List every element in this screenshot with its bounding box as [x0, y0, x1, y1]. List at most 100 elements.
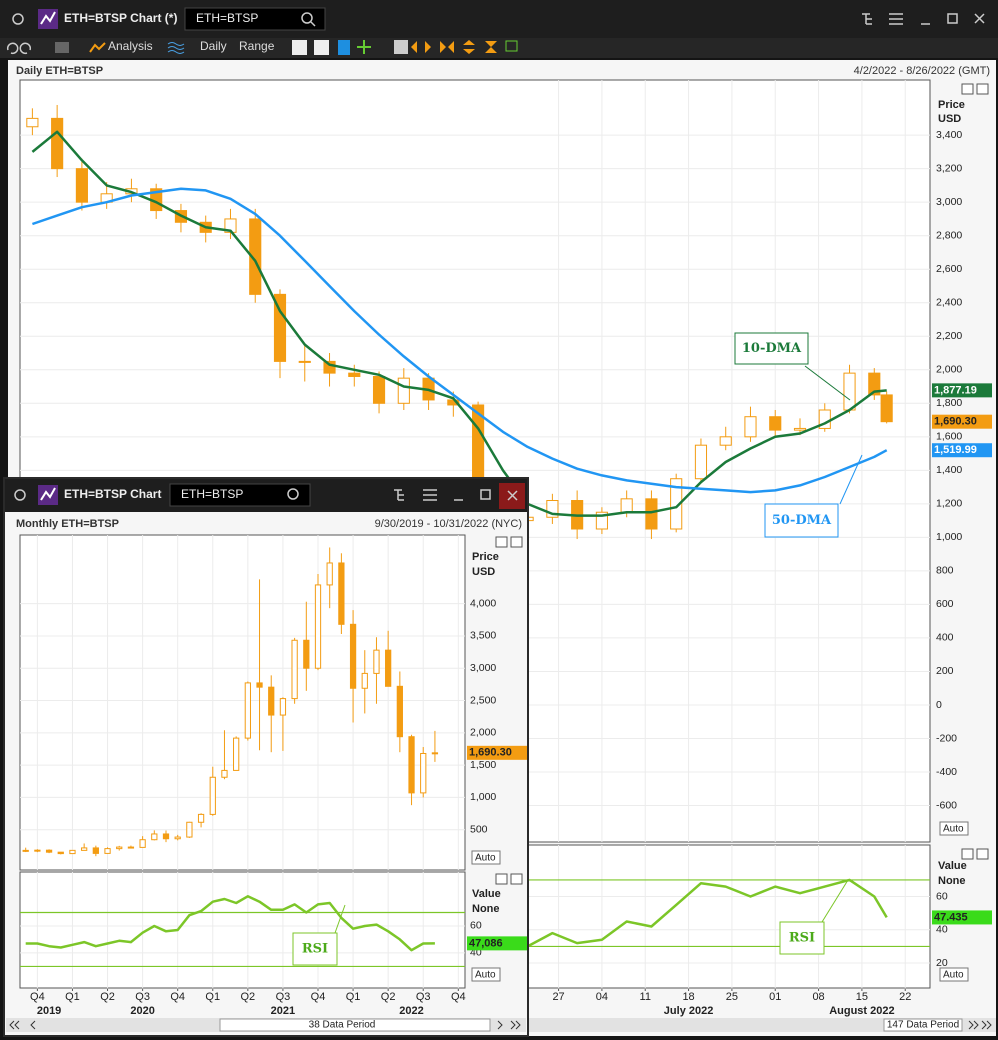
link-icon[interactable]	[14, 489, 26, 501]
x-tick-label: Q3	[276, 991, 291, 1003]
panel-close[interactable]	[976, 83, 989, 95]
candle-body	[373, 649, 380, 674]
y-tick-label: 400	[936, 632, 954, 644]
search-icon[interactable]	[301, 12, 313, 24]
candle-body	[349, 623, 357, 689]
toolbar-range[interactable]: Range	[239, 39, 275, 53]
candle-body	[348, 372, 361, 377]
axis-label: Value	[472, 888, 501, 900]
scale-button[interactable]	[939, 967, 969, 982]
link-icon[interactable]	[12, 13, 24, 25]
scale-button-label[interactable]: Auto	[475, 853, 496, 864]
panel-restore[interactable]	[961, 83, 974, 95]
scale-button-label[interactable]: Auto	[943, 824, 964, 835]
maximize-button[interactable]	[480, 489, 491, 500]
tree-icon[interactable]	[862, 13, 872, 25]
maximize-button[interactable]	[947, 13, 958, 24]
scale-button-label[interactable]: Auto	[943, 970, 964, 981]
candle-body	[197, 813, 205, 823]
candle-body	[174, 836, 181, 840]
scale-button-label[interactable]: Auto	[475, 970, 496, 981]
panel-restore[interactable]	[961, 848, 974, 860]
scroll-thumb[interactable]	[219, 1018, 491, 1032]
candle-body	[273, 293, 287, 362]
menu-icon[interactable]	[889, 13, 903, 25]
y-tick-label: 0	[936, 699, 942, 711]
callout-box	[734, 332, 809, 365]
panel-restore[interactable]	[495, 873, 508, 885]
callout-pointer	[804, 365, 851, 401]
undo-redo-icons[interactable]	[6, 42, 32, 55]
candle-body	[81, 847, 88, 851]
tool-icon[interactable]	[394, 40, 408, 54]
search-text[interactable]: ETH=BTSP	[181, 487, 243, 501]
axis-label: USD	[472, 566, 495, 578]
scale-button[interactable]	[471, 967, 501, 982]
search-text[interactable]: ETH=BTSP	[196, 11, 258, 25]
x-tick-label: 27	[552, 991, 564, 1003]
last-value-box	[932, 910, 992, 925]
candle-body	[338, 562, 345, 625]
candle-body	[151, 833, 158, 841]
x-tick-label: Q4	[30, 991, 45, 1003]
last-value-label: 47.435	[934, 911, 968, 923]
scroll-arrows[interactable]	[9, 1020, 521, 1030]
candle-body	[595, 511, 608, 530]
y-tick-label: 20	[936, 957, 948, 969]
tree-icon[interactable]	[394, 489, 404, 501]
candle-body	[221, 769, 228, 778]
close-button[interactable]	[974, 13, 985, 24]
scroll-arrows[interactable]	[968, 1020, 992, 1030]
x-tick-label: Q2	[241, 991, 256, 1003]
candle-body	[868, 372, 881, 396]
y-tick-label: 3,200	[936, 162, 962, 174]
y-tick-label: 1,500	[470, 759, 496, 771]
candle-body	[233, 737, 240, 771]
y-tick-label: 1,000	[936, 531, 962, 543]
last-value-box	[467, 936, 527, 951]
scale-button[interactable]	[939, 821, 969, 836]
candle-body	[645, 498, 658, 530]
panel-close[interactable]	[510, 873, 523, 885]
x-tick-label: 04	[596, 991, 608, 1003]
menu-icon[interactable]	[423, 489, 437, 501]
tool-icon[interactable]	[292, 40, 307, 55]
panel-restore[interactable]	[495, 536, 508, 548]
interval-icon[interactable]	[167, 42, 185, 54]
toolbar-analysis[interactable]: Analysis	[108, 39, 153, 53]
candle-body	[45, 849, 53, 853]
candle-body	[670, 478, 683, 530]
y-tick-label: -600	[936, 799, 957, 811]
panel-close[interactable]	[976, 848, 989, 860]
candle-body	[769, 416, 782, 431]
candle-body	[326, 562, 333, 586]
candle-body	[75, 168, 88, 203]
search-icon[interactable]	[287, 488, 299, 500]
tool-icon[interactable]	[314, 40, 329, 55]
scale-button[interactable]	[471, 850, 501, 865]
candle-body	[244, 682, 251, 739]
candle-body	[209, 776, 216, 815]
popup-window: ETH=BTSP Chart ETH=BTSP Monthly ETH=BTSP…	[3, 477, 529, 1037]
y-tick-label: 40	[936, 924, 948, 936]
panel-close[interactable]	[510, 536, 523, 548]
x-tick-label: Q4	[311, 991, 326, 1003]
rsi-plot	[20, 872, 465, 988]
search-box[interactable]	[184, 7, 326, 31]
tool-icon[interactable]	[505, 40, 518, 52]
candle-body	[620, 498, 633, 513]
tool-icon[interactable]	[411, 40, 497, 54]
rsi-panel	[19, 871, 466, 989]
candle-body	[291, 639, 298, 700]
y-tick-label: 2,400	[936, 297, 962, 309]
search-box[interactable]	[169, 483, 311, 507]
tool-icon[interactable]	[338, 40, 350, 55]
x-group-label: July 2022	[664, 1005, 714, 1017]
folder-icon[interactable]	[55, 42, 69, 53]
analysis-icon[interactable]	[89, 42, 106, 53]
tool-icon[interactable]	[357, 40, 371, 54]
toolbar-interval[interactable]: Daily	[200, 39, 227, 53]
y-tick-label: 3,400	[936, 129, 962, 141]
y-tick-label: 2,600	[936, 263, 962, 275]
last-value-box	[932, 414, 992, 429]
